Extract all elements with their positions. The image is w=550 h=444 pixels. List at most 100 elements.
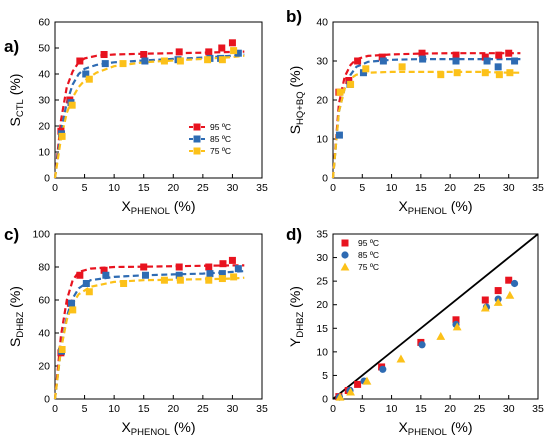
- data-point-series-2: [206, 270, 214, 278]
- data-point-series-3: [336, 88, 344, 96]
- data-point-series-3: [362, 65, 370, 73]
- data-point-series-1: [218, 44, 226, 52]
- data-point-series-2: [141, 57, 149, 65]
- y-tick-label: 30: [316, 56, 328, 68]
- x-tick-label: 30: [227, 182, 239, 194]
- x-tick-label: 30: [227, 403, 239, 415]
- y-tick-label: 10: [316, 346, 328, 358]
- x-tick-label: 35: [256, 182, 268, 194]
- y-tick-label: 30: [316, 252, 328, 264]
- data-point-series-2: [494, 63, 502, 71]
- chart-panel-3: c) 0 5 10 15 20 25 30 35 0 20 40 60 80 100 XPHENOL (%) S…: [4, 225, 268, 438]
- data-point-series-3: [396, 354, 406, 363]
- y-axis-title: SDHBZ (%): [7, 286, 26, 347]
- data-point-series-2: [359, 69, 367, 77]
- legend-marker: [341, 239, 349, 247]
- y-tick-label: 20: [38, 121, 50, 133]
- x-tick-label: 20: [444, 182, 456, 194]
- data-point-series-3: [160, 57, 168, 65]
- data-point-series-1: [378, 53, 386, 61]
- chart-panel-4: d) 0 5 10 15 20 25 30 35 0 5 10 15 20 25 30 35 XPHENOL (%…: [286, 225, 544, 438]
- x-tick-label: 0: [330, 403, 336, 415]
- data-point-series-1: [418, 49, 426, 57]
- x-tick-label: 0: [52, 182, 58, 194]
- data-point-series-3: [85, 75, 93, 83]
- data-point-series-1: [219, 260, 227, 268]
- x-tick-label: 25: [197, 182, 209, 194]
- data-point-series-1: [175, 263, 183, 271]
- y-tick-label: 40: [316, 17, 328, 29]
- data-point-series-2: [102, 271, 110, 279]
- y-tick-label: 5: [322, 370, 328, 382]
- data-point-series-1: [505, 49, 513, 57]
- fit-curve-series-3: [53, 276, 245, 400]
- data-point-series-3: [218, 275, 226, 283]
- plot-frame: [332, 233, 539, 400]
- y-tick-label: 30: [38, 95, 50, 107]
- data-point-series-1: [495, 51, 503, 59]
- data-point-series-1: [76, 57, 84, 65]
- panel-letter: d): [286, 225, 302, 244]
- legend-entry: 85 ºC: [210, 134, 231, 144]
- data-point-series-3: [453, 69, 461, 77]
- y-tick-label: 20: [316, 95, 328, 107]
- plot-frame: [332, 21, 539, 179]
- data-point-series-1: [205, 263, 213, 271]
- data-point-series-1: [481, 296, 489, 304]
- fit-curve-series-2: [331, 58, 521, 179]
- data-point-series-1: [354, 380, 362, 388]
- data-point-series-1: [100, 266, 108, 274]
- data-point-series-3: [160, 276, 168, 284]
- y-tick-label: 0: [44, 173, 50, 185]
- x-tick-label: 35: [532, 403, 544, 415]
- x-axis-title: XPHENOL (%): [398, 419, 472, 438]
- chart-panel-1: a) 0 5 10 15 20 25 30 35 0 10 20 30 40 50 60 XPHENOL (%)…: [4, 17, 268, 218]
- data-point-series-3: [437, 71, 445, 79]
- data-point-series-1: [140, 263, 148, 271]
- panel-letter: c): [4, 225, 19, 244]
- data-point-series-2: [483, 57, 491, 65]
- chart-panel-2: b) 0 5 10 15 20 25 30 35 0 10 20 30 40 XPHENOL (%) SHQ+…: [286, 7, 544, 217]
- y-tick-label: 10: [38, 147, 50, 159]
- data-point-series-2: [175, 271, 183, 279]
- data-point-series-1: [100, 51, 108, 58]
- data-point-series-2: [234, 265, 242, 273]
- data-point-series-3: [480, 303, 490, 312]
- legend-marker: [341, 251, 349, 259]
- legend-marker: [340, 262, 350, 271]
- data-point-series-1: [354, 57, 362, 65]
- x-tick-label: 5: [359, 403, 365, 415]
- x-tick-label: 35: [532, 182, 544, 194]
- x-axis-title: XPHENOL (%): [398, 198, 472, 217]
- data-point-series-3: [204, 56, 212, 64]
- data-point-series-1: [452, 51, 460, 59]
- data-point-series-1: [228, 39, 236, 47]
- data-point-series-3: [85, 288, 93, 296]
- data-point-series-3: [176, 276, 184, 284]
- data-point-series-2: [82, 70, 90, 78]
- x-tick-label: 20: [444, 403, 456, 415]
- data-point-series-2: [141, 271, 149, 279]
- x-axis-title: XPHENOL (%): [121, 419, 195, 438]
- legend-marker: [193, 135, 201, 143]
- data-point-series-2: [234, 49, 242, 57]
- x-tick-label: 5: [82, 403, 88, 415]
- data-point-series-3: [436, 331, 446, 340]
- y-tick-label: 100: [32, 229, 50, 241]
- data-point-series-1: [494, 287, 502, 295]
- data-point-series-1: [140, 51, 148, 58]
- y-tick-label: 40: [38, 328, 50, 340]
- x-tick-label: 5: [82, 182, 88, 194]
- x-tick-label: 15: [415, 403, 427, 415]
- y-tick-label: 20: [38, 361, 50, 373]
- x-tick-label: 25: [197, 403, 209, 415]
- fit-curve-series-3: [53, 54, 245, 179]
- data-point-series-2: [101, 60, 109, 68]
- data-point-series-3: [119, 60, 127, 68]
- data-point-series-1: [175, 48, 183, 56]
- data-point-series-3: [335, 392, 345, 401]
- data-point-series-3: [493, 297, 503, 306]
- x-tick-label: 25: [474, 182, 486, 194]
- reference-line: [332, 233, 539, 400]
- data-point-series-3: [218, 56, 226, 64]
